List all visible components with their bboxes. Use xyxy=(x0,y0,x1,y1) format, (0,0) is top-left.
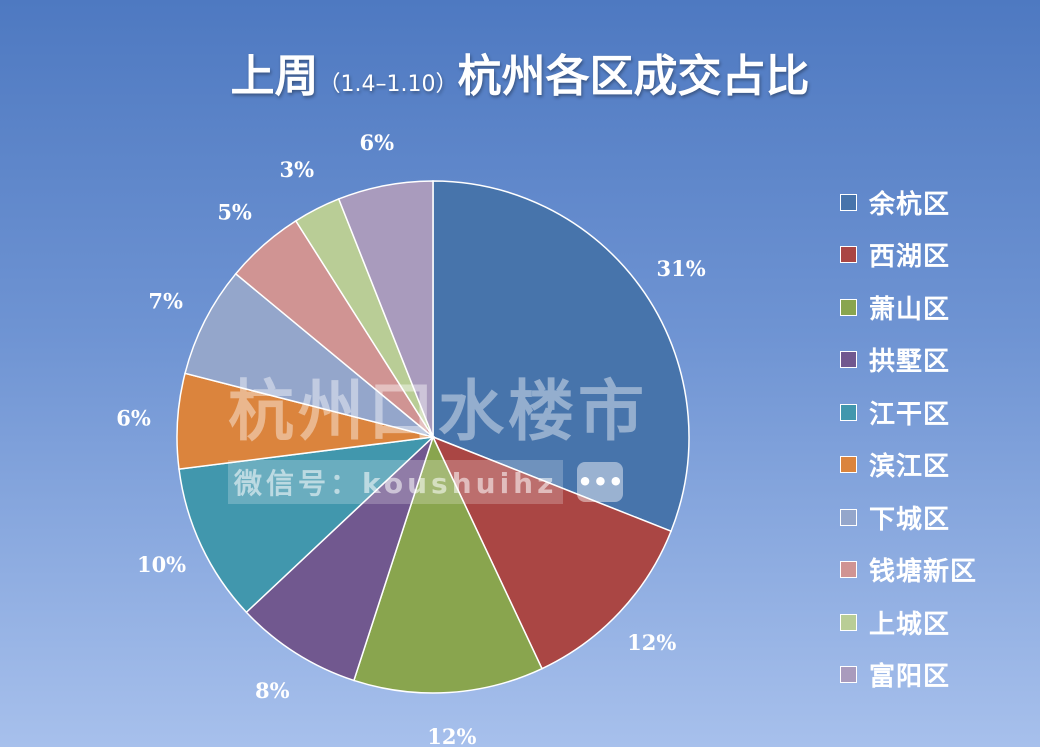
legend-label-7: 钱塘新区 xyxy=(869,557,978,588)
pie-labels: 31% 12% 12% 8% 10% 6% 7% 5% 3% 6% xyxy=(116,130,705,747)
legend-label-5: 滨江区 xyxy=(869,452,951,483)
data-label-4: 10% xyxy=(137,552,186,577)
data-label-8: 3% xyxy=(280,157,315,182)
pie-slice-0 xyxy=(432,180,690,533)
chart-legend: 余杭区西湖区萧山区拱墅区江干区滨江区下城区钱塘新区上城区富阳区 xyxy=(840,176,977,701)
data-label-9: 6% xyxy=(359,130,394,155)
legend-item-6: 下城区 xyxy=(840,491,977,544)
legend-label-4: 江干区 xyxy=(869,399,951,430)
legend-item-9: 富阳区 xyxy=(840,649,977,702)
legend-label-3: 拱墅区 xyxy=(869,347,951,378)
legend-item-5: 滨江区 xyxy=(840,439,977,492)
data-label-3: 8% xyxy=(255,678,290,703)
pie-slice-4 xyxy=(178,435,436,614)
data-label-6: 7% xyxy=(148,288,183,313)
legend-swatch-3 xyxy=(840,351,857,369)
pie-slice-3 xyxy=(245,436,434,682)
pie-slice-9 xyxy=(337,180,434,438)
legend-swatch-0 xyxy=(840,193,857,211)
legend-item-1: 西湖区 xyxy=(840,229,977,282)
data-label-2: 12% xyxy=(427,724,476,747)
chart-title: 上周（1.4–1.10）杭州各区成交占比 xyxy=(0,40,1040,104)
legend-item-2: 萧山区 xyxy=(840,281,977,334)
legend-label-8: 上城区 xyxy=(869,609,951,640)
data-label-0: 31% xyxy=(657,256,706,281)
title-main-before: 上周 xyxy=(230,51,319,102)
data-label-7: 5% xyxy=(217,199,252,224)
legend-label-9: 富阳区 xyxy=(869,662,951,693)
legend-item-0: 余杭区 xyxy=(840,176,977,229)
legend-swatch-5 xyxy=(840,456,857,474)
pie-slices xyxy=(176,180,690,694)
pie-slice-1 xyxy=(431,435,672,670)
legend-swatch-9 xyxy=(840,666,857,684)
legend-label-0: 余杭区 xyxy=(869,189,951,220)
pie-slice-6 xyxy=(184,272,434,438)
title-main-after: 杭州各区成交占比 xyxy=(457,51,810,102)
legend-item-7: 钱塘新区 xyxy=(840,544,977,597)
legend-swatch-1 xyxy=(840,246,857,264)
legend-swatch-4 xyxy=(840,403,857,421)
legend-label-1: 西湖区 xyxy=(869,242,951,273)
legend-item-8: 上城区 xyxy=(840,596,977,649)
legend-item-4: 江干区 xyxy=(840,386,977,439)
legend-label-2: 萧山区 xyxy=(869,294,951,325)
data-label-5: 6% xyxy=(116,406,151,431)
title-period: （1.4–1.10） xyxy=(318,72,458,97)
data-label-1: 12% xyxy=(627,630,676,655)
legend-swatch-8 xyxy=(840,613,857,631)
legend-swatch-7 xyxy=(840,561,857,579)
pie-slice-2 xyxy=(352,434,543,694)
legend-item-3: 拱墅区 xyxy=(840,334,977,387)
legend-swatch-2 xyxy=(840,298,857,316)
legend-swatch-6 xyxy=(840,508,857,526)
legend-label-6: 下城区 xyxy=(869,504,951,535)
